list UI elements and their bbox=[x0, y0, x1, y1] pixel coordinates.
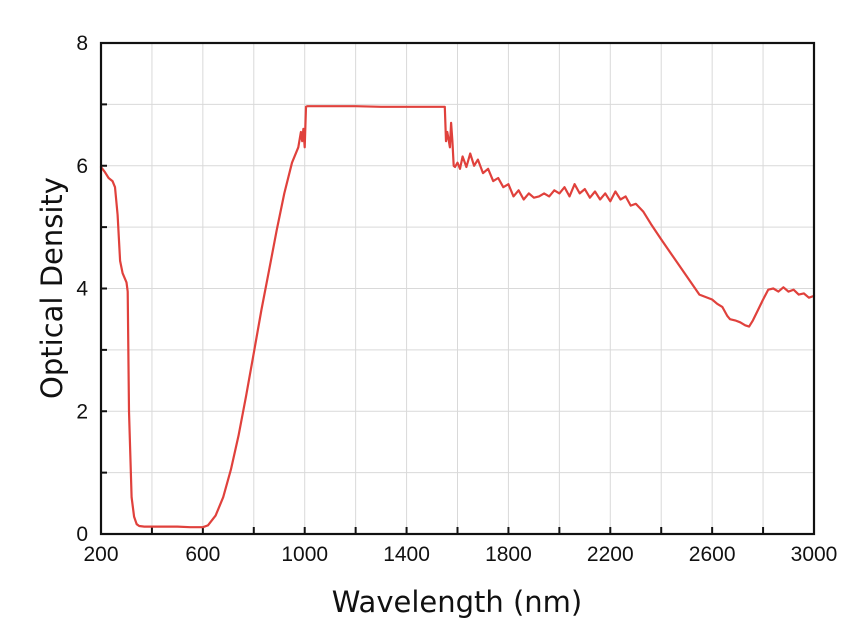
y-tick-label: 4 bbox=[76, 278, 88, 301]
x-tick-label: 1800 bbox=[485, 543, 532, 566]
x-tick-label: 200 bbox=[83, 543, 118, 566]
x-tick-label: 1400 bbox=[383, 543, 430, 566]
series-line bbox=[99, 105, 816, 529]
x-tick-label: 3000 bbox=[791, 543, 838, 566]
x-tick-label: 1000 bbox=[281, 543, 328, 566]
axis-ticks bbox=[101, 103, 765, 534]
y-axis-title: Optical Density bbox=[35, 177, 69, 399]
y-tick-label: 8 bbox=[76, 32, 88, 55]
x-tick-label: 600 bbox=[185, 543, 220, 566]
y-tick-label: 2 bbox=[76, 400, 88, 423]
plot-frame bbox=[99, 41, 816, 536]
x-tick-labels: 200 600 1000 1400 1800 2200 2600 3000 bbox=[83, 543, 837, 566]
y-tick-label: 6 bbox=[76, 155, 88, 178]
y-tick-labels: 0 2 4 6 8 bbox=[76, 32, 88, 546]
gridlines bbox=[101, 43, 814, 534]
y-tick-label: 0 bbox=[76, 523, 88, 546]
data-series bbox=[99, 105, 816, 529]
x-tick-label: 2600 bbox=[689, 543, 736, 566]
x-axis-title: Wavelength (nm) bbox=[332, 585, 583, 619]
x-tick-label: 2200 bbox=[587, 543, 634, 566]
